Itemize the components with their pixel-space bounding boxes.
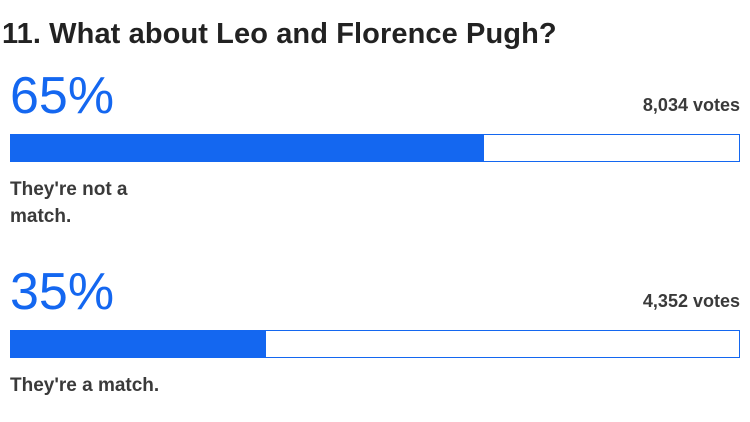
option-percentage: 65% (10, 67, 115, 125)
option-vote-count: 8,034 votes (642, 95, 740, 115)
option-label: They're not a match. (10, 179, 128, 227)
result-bar (10, 134, 740, 162)
option-label: They're a match. (10, 375, 160, 396)
option-percentage: 35% (10, 263, 115, 321)
poll-question-title: 11. What about Leo and Florence Pugh? (2, 18, 557, 50)
result-bar-fill (11, 135, 485, 161)
result-bar-fill (11, 331, 266, 357)
option-vote-count: 4,352 votes (642, 291, 740, 311)
result-bar (10, 330, 740, 358)
